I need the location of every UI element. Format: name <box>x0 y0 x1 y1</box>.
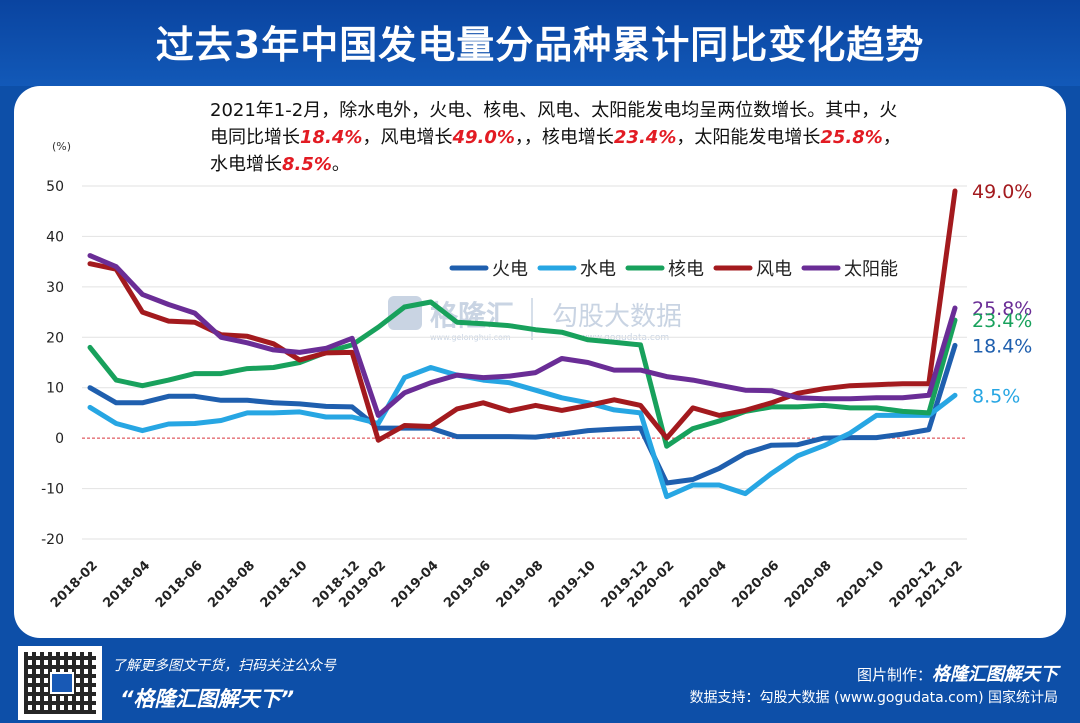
x-tick-label: 2020-04 <box>677 558 730 611</box>
chart-panel <box>14 86 1066 638</box>
footer-source: 数据支持：勾股大数据 (www.gogudata.com) 国家统计局 <box>689 690 1058 706</box>
end-label-水电: 8.5% <box>972 385 1020 407</box>
x-axis-ticks: 2018-02 2018-04 2018-06 2018-08 2018-10 2018-… <box>48 558 966 611</box>
y-tick-label: 50 <box>46 179 64 195</box>
footer-credit-name: 格隆汇图解天下 <box>932 664 1058 685</box>
y-axis-ticks: -20 -10 0 10 20 30 40 50 <box>41 179 64 548</box>
qr-code[interactable] <box>18 646 102 720</box>
y-tick-label: -20 <box>41 532 64 548</box>
summary-part3: ，，核电增长 <box>514 127 614 148</box>
legend-label-火电: 火电 <box>492 259 528 280</box>
y-tick-label: -10 <box>41 482 64 498</box>
summary-value-solar: 25.8% <box>820 127 883 148</box>
series-line-风电 <box>87 188 958 443</box>
end-label-风电: 49.0% <box>972 181 1032 203</box>
y-axis-unit: (%) <box>52 140 71 153</box>
series-line-太阳能 <box>87 253 958 418</box>
qr-logo-icon <box>50 672 74 694</box>
watermark-partner: 勾股大数据 <box>552 302 682 332</box>
legend-label-风电: 风电 <box>756 259 792 280</box>
footer-credit: 图片制作：格隆汇图解天下 <box>857 660 1058 686</box>
series-line-水电 <box>87 365 958 500</box>
legend-label-核电: 核电 <box>668 259 704 280</box>
x-tick-label: 2018-08 <box>205 558 258 611</box>
watermark-partner-url: www.gogudata.com <box>580 333 669 343</box>
footer-follow-text: 了解更多图文干货，扫码关注公众号 <box>112 658 336 674</box>
x-tick-label: 2020-10 <box>834 558 887 611</box>
summary-part1: 2021年1-2月，除水电外，火电、核电、风电、太阳能发电均呈两位数增长。其中，… <box>210 100 898 148</box>
x-tick-label: 2019-08 <box>494 558 547 611</box>
gridlines <box>82 185 967 540</box>
legend: 火电 水电 核电 风电 太阳能 <box>449 259 898 280</box>
y-tick-label: 30 <box>46 280 64 296</box>
summary-part4: ，太阳能发电增长 <box>676 127 821 148</box>
x-tick-label: 2020-06 <box>730 558 783 611</box>
title-bar <box>0 0 1080 86</box>
y-tick-label: 40 <box>46 229 64 245</box>
series-lines <box>87 188 958 500</box>
end-labels: 49.0% 25.8%23.4% 18.4% 8.5% <box>972 181 1032 407</box>
end-label-太阳能: 25.8% <box>972 298 1032 320</box>
x-tick-label: 2019-04 <box>389 558 442 611</box>
summary-value-nuclear: 23.4% <box>613 127 677 148</box>
legend-label-水电: 水电 <box>580 259 616 280</box>
y-tick-label: 10 <box>46 381 64 397</box>
series-line-核电 <box>87 299 958 449</box>
x-tick-label: 2018-04 <box>100 558 153 611</box>
summary-part6: 。 <box>331 154 350 175</box>
footer-credit-label: 图片制作： <box>856 666 932 684</box>
end-label-核电: 23.4% <box>972 310 1032 332</box>
summary-value-wind: 49.0% <box>452 127 515 148</box>
summary-part2: ，风电增长 <box>362 127 453 148</box>
legend-label-太阳能: 太阳能 <box>844 259 898 280</box>
x-tick-label: 2018-10 <box>258 558 311 611</box>
summary-value-hydro: 8.5% <box>282 154 332 175</box>
end-label-火电: 18.4% <box>972 335 1032 357</box>
x-tick-label: 2019-10 <box>546 558 599 611</box>
footer-account-name: “格隆汇图解天下” <box>120 687 295 711</box>
summary-text: 2021年1-2月，除水电外，火电、核电、风电、太阳能发电均呈两位数增长。其中，… <box>210 97 910 178</box>
y-tick-label: 0 <box>55 431 64 447</box>
x-tick-label: 2018-02 <box>48 558 101 611</box>
x-tick-label: 2018-06 <box>153 558 206 611</box>
page-title: 过去3年中国发电量分品种累计同比变化趋势 <box>155 23 925 67</box>
series-line-火电 <box>87 342 958 486</box>
y-tick-label: 20 <box>46 330 64 346</box>
summary-part5: ，水电增长 <box>210 127 901 175</box>
x-tick-label: 2019-06 <box>441 558 494 611</box>
summary-value-thermal: 18.4% <box>300 127 363 148</box>
x-tick-label: 2020-08 <box>782 558 835 611</box>
